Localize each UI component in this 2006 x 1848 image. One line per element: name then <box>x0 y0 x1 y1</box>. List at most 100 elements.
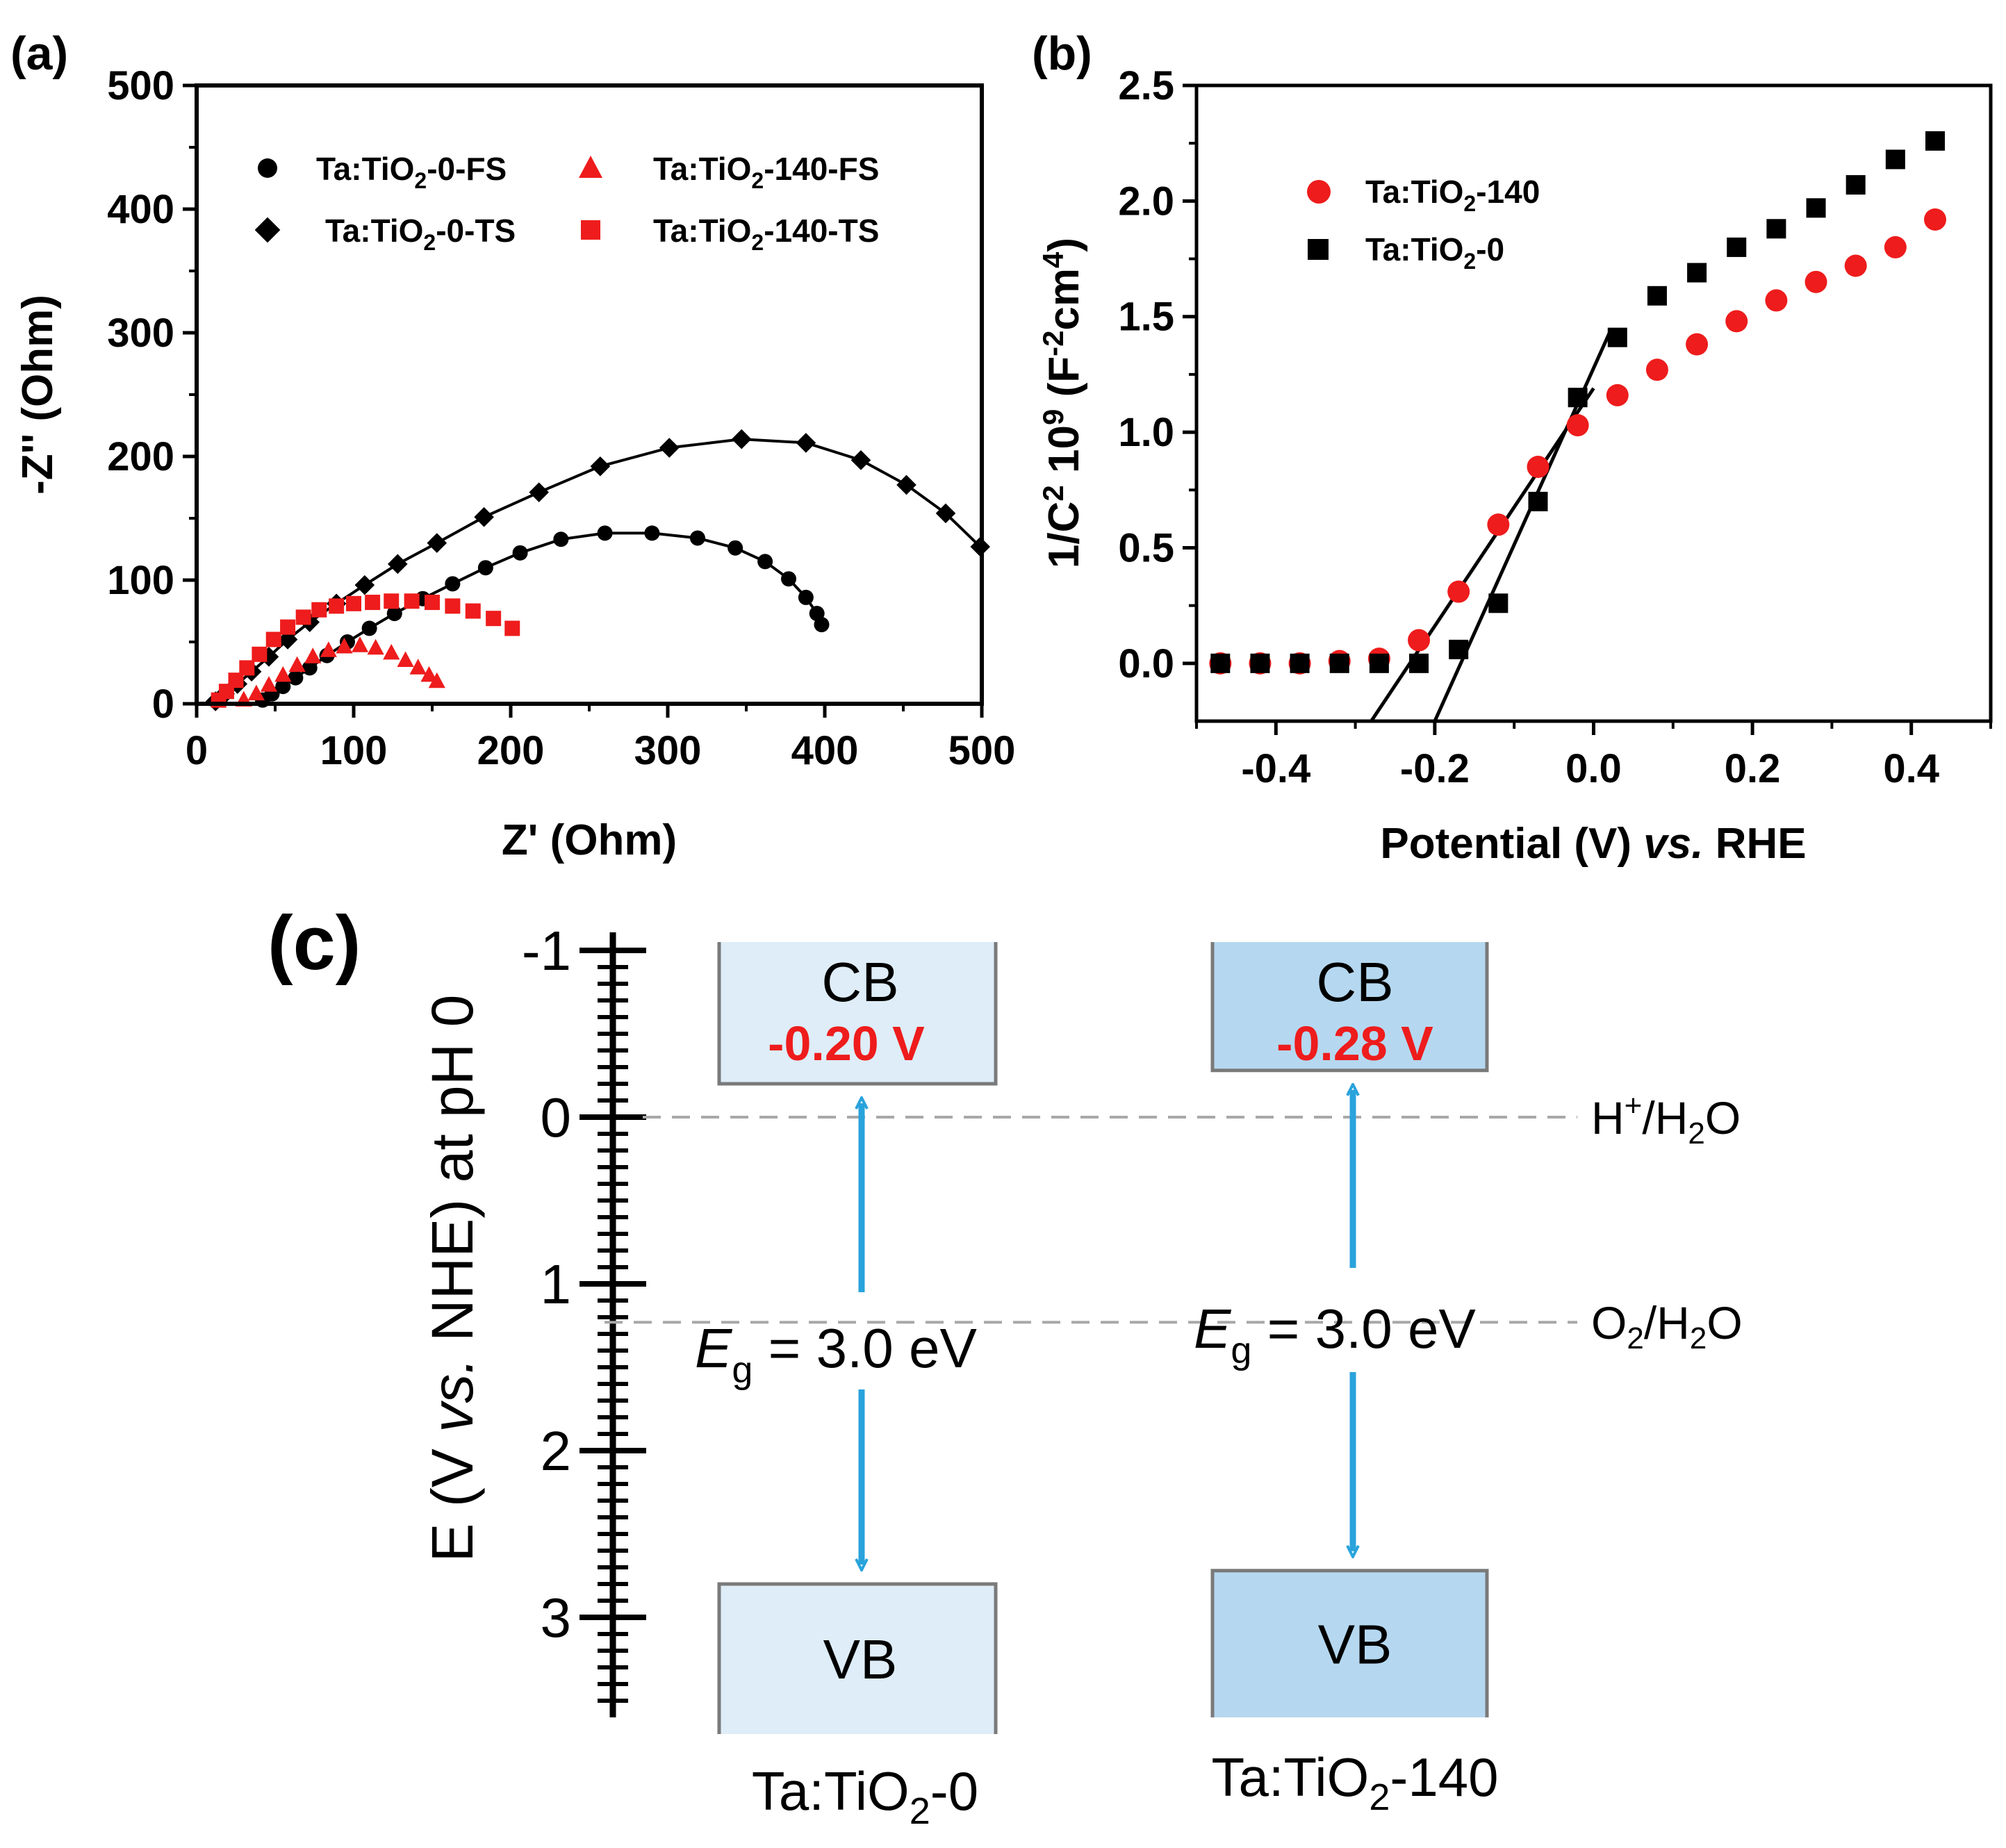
x-tick-label: 500 <box>948 728 1016 773</box>
data-point <box>659 438 680 458</box>
y-tick-label: 100 <box>107 558 174 603</box>
data-point <box>504 620 520 636</box>
chart-b-ticks: -0.4 -0.2 0.0 0.2 0.4 0.0 0.5 1.0 1.5 2.0 2.5 <box>1118 63 1992 791</box>
data-point <box>1488 593 1508 613</box>
chart-a-ticks: 0 100 200 300 400 500 0 100 200 300 400 500 <box>107 63 1015 773</box>
legend-label: Ta:TiO2-0-FS <box>316 151 507 193</box>
data-point <box>1647 286 1667 306</box>
energy-tick-label: 1 <box>541 1253 572 1315</box>
chart-a-plot-frame <box>195 83 984 706</box>
data-point <box>1409 653 1429 673</box>
data-point <box>1686 333 1709 356</box>
x-tick-label: 0.4 <box>1883 746 1939 791</box>
data-point <box>1645 358 1668 381</box>
data-point <box>798 589 814 605</box>
data-point <box>474 506 494 527</box>
data-point <box>1884 236 1907 258</box>
y-tick-label: 200 <box>107 434 174 479</box>
impedance-chart: 0 100 200 300 400 500 0 100 200 300 400 500 Z' (Ohm… <box>14 63 1015 864</box>
legend-label: Ta:TiO2-140-FS <box>653 151 879 193</box>
chart-a-series <box>205 429 991 711</box>
conduction-band-box <box>717 942 998 1086</box>
panel-c-label: (c) <box>268 900 361 986</box>
x-tick-label: 0 <box>186 728 208 773</box>
conduction-band-box <box>1210 942 1489 1073</box>
chart-a-y-axis-label: -Z'' (Ohm) <box>14 295 62 495</box>
energy-tick-label: 2 <box>541 1420 572 1482</box>
data-point <box>512 545 528 561</box>
band-gap-label: Eg = 3.0 eV <box>1194 1298 1477 1371</box>
y-tick-label: 400 <box>107 187 174 232</box>
legend-item-ta-tio2-0-ts: Ta:TiO2-0-TS <box>254 213 516 255</box>
data-point <box>228 673 244 688</box>
data-point <box>1844 254 1867 277</box>
data-point <box>689 530 705 546</box>
legend-label: Ta:TiO2-140-TS <box>653 213 879 255</box>
y-tick-label: 1.5 <box>1118 295 1174 340</box>
data-point <box>465 603 481 619</box>
data-point <box>304 647 322 663</box>
data-point <box>597 525 613 541</box>
chart-b-y-axis-label: 1/C2 109 (F-2cm4) <box>1037 238 1088 568</box>
data-point <box>731 429 752 449</box>
data-point <box>346 595 361 611</box>
energy-tick-label: 0 <box>541 1087 572 1148</box>
data-point <box>1527 456 1549 478</box>
band-gap-label: Eg = 3.0 eV <box>695 1317 978 1391</box>
data-point <box>1528 491 1548 511</box>
cb-label: CB <box>1316 951 1393 1013</box>
data-point <box>258 647 279 667</box>
legend-marker-circle <box>258 158 277 178</box>
chart-b-plot-frame <box>1194 83 1993 723</box>
chart-b-legend: Ta:TiO2-140 Ta:TiO2-0 <box>1307 174 1540 274</box>
data-point <box>1607 327 1627 347</box>
material-ta-tio2-140: CB -0.28 V VB Eg = 3.0 eV Ta:TiO2-140 <box>1194 942 1498 1818</box>
data-point <box>644 525 660 541</box>
cb-edge-value: -0.28 V <box>1276 1016 1433 1071</box>
data-point <box>336 637 353 654</box>
panel-b-label: (b) <box>1032 27 1092 80</box>
data-point <box>252 646 268 662</box>
data-point <box>302 660 318 676</box>
reference-levels: H+/H2O O2/H2O <box>605 1089 1743 1355</box>
data-point <box>275 679 291 695</box>
series-tatio2-0 <box>1210 131 1945 673</box>
data-point <box>896 475 916 495</box>
legend-marker-diamond <box>254 217 281 243</box>
cb-edge-value: -0.20 V <box>768 1016 925 1071</box>
o2-h2o-label: O2/H2O <box>1591 1297 1743 1355</box>
data-point <box>265 632 281 647</box>
x-tick-label: 300 <box>634 728 702 773</box>
data-point <box>295 609 311 625</box>
data-point <box>420 666 438 682</box>
energy-axis-ticks: -1 0 1 2 3 <box>522 920 646 1703</box>
legend-item-ta-tio2-140: Ta:TiO2-140 <box>1307 174 1540 216</box>
data-point <box>351 636 369 652</box>
legend-marker-circle <box>1307 180 1331 204</box>
data-point <box>1369 653 1389 673</box>
data-point <box>280 619 296 635</box>
x-tick-label: 100 <box>320 728 388 773</box>
legend-marker-square <box>1308 239 1329 260</box>
data-point <box>361 620 377 636</box>
vb-label: VB <box>823 1628 898 1690</box>
data-point <box>288 656 306 673</box>
data-point <box>727 540 743 556</box>
legend-label: Ta:TiO2-0 <box>1365 231 1504 274</box>
x-tick-label: -0.4 <box>1241 746 1310 791</box>
data-point <box>260 676 278 692</box>
data-point <box>796 433 816 453</box>
data-point <box>1210 653 1231 673</box>
data-point <box>1765 289 1788 312</box>
data-point <box>1804 270 1827 293</box>
data-point <box>1568 388 1588 408</box>
data-point <box>387 554 408 575</box>
band-diagram: -1 0 1 2 3 E (V vs. NHE) at pH 0 H+/H2O O2/H… <box>420 920 1743 1832</box>
y-tick-label: 1.0 <box>1118 410 1174 455</box>
data-point <box>445 576 461 592</box>
y-tick-label: 2.5 <box>1118 63 1174 108</box>
data-point <box>1408 629 1431 652</box>
valence-band-box <box>1210 1569 1489 1717</box>
data-point <box>1487 513 1510 536</box>
